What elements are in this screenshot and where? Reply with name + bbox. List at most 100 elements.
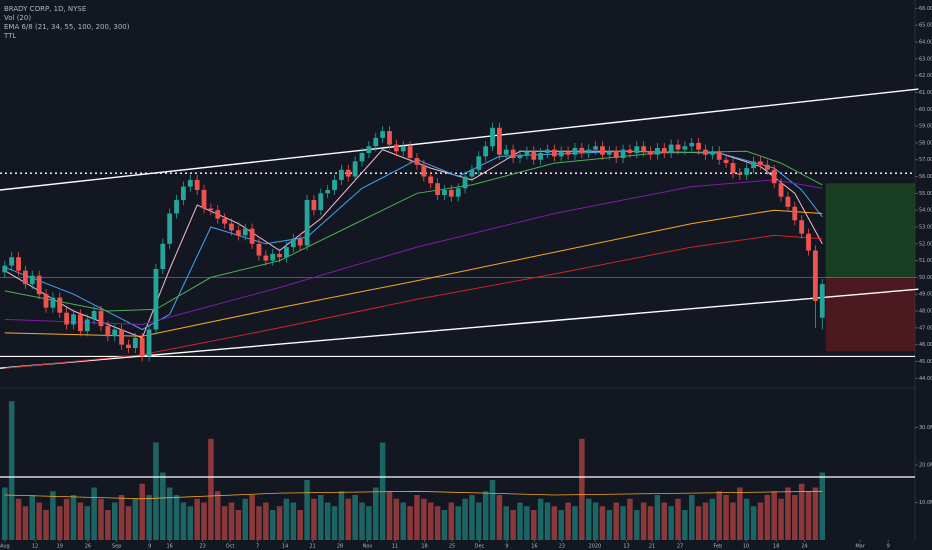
volume-bar xyxy=(2,487,8,540)
candle-body xyxy=(627,149,633,153)
volume-bar xyxy=(606,510,613,540)
candle-body xyxy=(36,275,42,295)
x-tick-label: Aug xyxy=(0,544,10,550)
candle-body xyxy=(675,144,681,150)
y-tick-label: 48.00 xyxy=(919,309,932,315)
candle-body xyxy=(215,210,221,219)
y-tick-label: 63.00 xyxy=(919,56,932,62)
candle-body xyxy=(641,146,647,152)
x-tick-label: 11 xyxy=(392,544,398,550)
candle-body xyxy=(469,169,475,177)
candle-body xyxy=(64,312,70,325)
candle-body xyxy=(153,268,159,330)
volume-bar xyxy=(476,502,482,540)
volume-bar xyxy=(256,506,262,540)
volume-bar xyxy=(98,498,104,540)
candle-body xyxy=(565,151,571,155)
y-tick-label: 58.00 xyxy=(919,140,932,146)
candle-body xyxy=(538,152,544,160)
volume-bar xyxy=(654,495,661,540)
y-tick-label: 54.00 xyxy=(919,208,932,214)
candle-body xyxy=(517,154,523,159)
volume-bar xyxy=(661,502,668,540)
volume-bar xyxy=(290,502,297,540)
candle-body xyxy=(222,218,228,224)
candle-body xyxy=(503,149,509,155)
candle-body xyxy=(373,137,379,147)
candle-body xyxy=(613,151,619,159)
y-tick-label: 50.00 xyxy=(919,275,932,281)
candle-body xyxy=(16,257,21,271)
candle-body xyxy=(229,223,234,231)
x-tick-label: 16 xyxy=(166,544,172,550)
volume-bar xyxy=(743,498,750,540)
volume-bar xyxy=(764,495,771,540)
volume-bar xyxy=(57,506,63,540)
candle-body xyxy=(181,186,186,201)
volume-bar xyxy=(63,498,70,540)
candle-body xyxy=(634,146,640,153)
volume-ma xyxy=(4,490,823,500)
candle-body xyxy=(194,179,200,190)
candle-body xyxy=(325,189,331,194)
candle-body xyxy=(50,297,56,308)
volume-bar xyxy=(36,502,42,540)
volume-bar xyxy=(43,510,49,540)
candle-body xyxy=(661,147,667,153)
y-tick-label: 64.00 xyxy=(919,40,932,46)
candle-body xyxy=(819,284,825,318)
y-tick-label: 60.00 xyxy=(919,107,932,113)
y-tick-label: 59.00 xyxy=(919,124,932,130)
volume-bar xyxy=(434,506,441,540)
candle-body xyxy=(785,196,791,207)
candle-body xyxy=(572,147,578,155)
candle-body xyxy=(256,243,262,256)
volume-bar xyxy=(15,498,22,540)
volume-bar xyxy=(640,502,647,540)
volume-bar xyxy=(338,491,345,540)
volume-bar xyxy=(620,506,626,540)
candle-body xyxy=(139,337,145,357)
volume-bar xyxy=(757,502,764,540)
target-zone xyxy=(825,183,915,278)
x-tick-label: Sep xyxy=(112,544,121,550)
volume-bar xyxy=(682,510,688,540)
volume-bar xyxy=(723,495,729,540)
x-tick-label: 28 xyxy=(337,544,343,550)
y-tick-label: 56.00 xyxy=(919,174,932,180)
volume-bar xyxy=(668,506,674,540)
candle-body xyxy=(654,147,660,155)
candle-body xyxy=(414,158,420,165)
x-tick-label: 10 xyxy=(743,544,749,550)
candle-body xyxy=(716,151,722,160)
candle-body xyxy=(730,163,736,174)
candle-body xyxy=(524,151,530,155)
volume-bar xyxy=(798,483,805,540)
y-tick-label: 45.00 xyxy=(919,359,932,365)
volume-bar xyxy=(269,510,276,540)
volume-bar xyxy=(304,480,310,540)
candle-body xyxy=(174,200,179,214)
candle-body xyxy=(297,238,303,246)
candle-body xyxy=(167,213,173,244)
candle-body xyxy=(476,156,482,170)
volume-bar xyxy=(510,510,516,540)
x-tick-label: 14 xyxy=(282,544,288,550)
candle-body xyxy=(606,151,612,155)
x-tick-label: 18 xyxy=(773,544,779,550)
candle-body xyxy=(311,200,317,211)
candle-body xyxy=(242,228,248,236)
candle-body xyxy=(682,146,688,150)
candle-body xyxy=(387,131,392,145)
volume-bar xyxy=(29,495,36,540)
candle-body xyxy=(778,183,784,197)
volume-bar xyxy=(208,438,214,540)
candle-body xyxy=(400,146,406,152)
y-tick-label: 52.00 xyxy=(919,241,932,247)
candle-body xyxy=(510,149,516,159)
candle-body xyxy=(304,200,310,246)
candle-body xyxy=(187,179,193,187)
volume-bar xyxy=(84,506,90,540)
x-tick-label: 19 xyxy=(57,544,63,550)
